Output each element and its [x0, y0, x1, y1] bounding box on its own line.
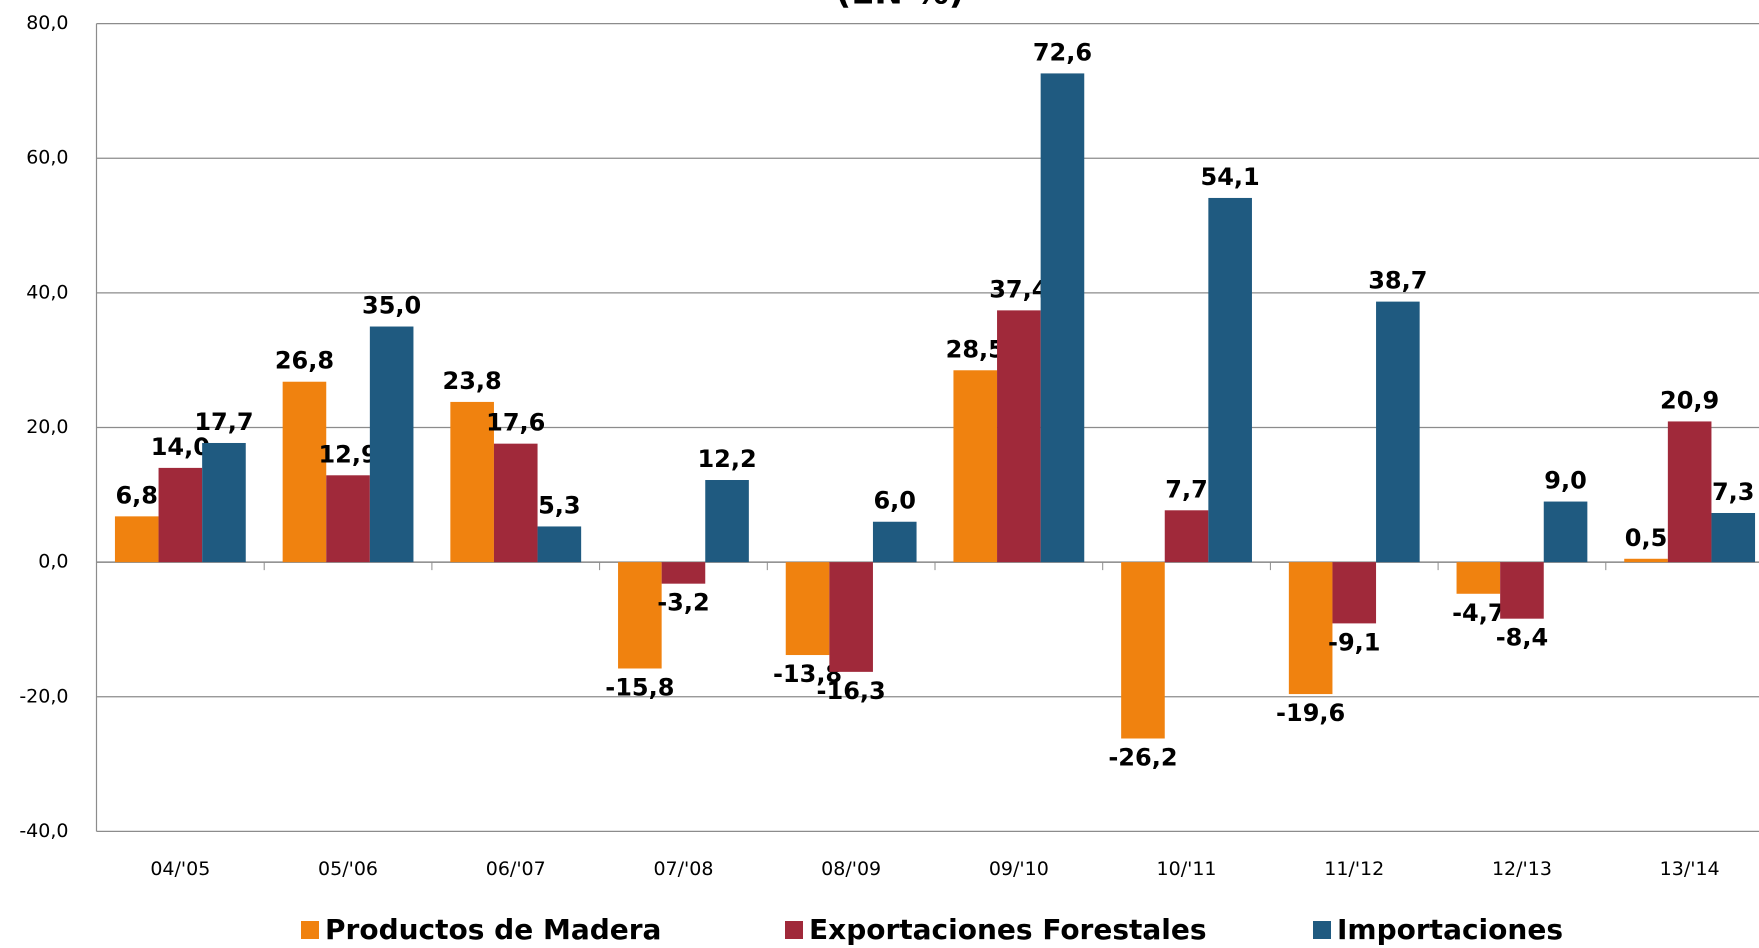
y-tick-label: -20,0 [19, 685, 68, 707]
x-tick-label: 07/'08 [653, 858, 713, 880]
y-tick-label: 40,0 [26, 281, 68, 303]
value-label: 38,7 [1368, 267, 1427, 295]
y-tick-label: 0,0 [38, 551, 68, 573]
x-tick-label: 10/'11 [1157, 858, 1217, 880]
value-label: -9,1 [1328, 628, 1380, 656]
bar [1543, 501, 1588, 563]
value-label: 20,9 [1660, 386, 1719, 414]
bar [661, 562, 706, 584]
legend-swatch [301, 921, 319, 939]
value-label: -26,2 [1108, 744, 1177, 772]
x-tick-label: 06/'07 [486, 858, 546, 880]
value-label: 7,7 [1165, 475, 1208, 503]
bar [202, 442, 246, 563]
bar [326, 475, 370, 563]
bar [953, 370, 998, 563]
bar [618, 562, 662, 669]
chart-title: (EN %) [836, 0, 965, 13]
bar [537, 526, 582, 563]
bar [114, 516, 159, 563]
y-tick-label: 20,0 [26, 416, 68, 438]
value-label: -8,4 [1496, 624, 1548, 652]
bar [1208, 197, 1252, 563]
bar [1121, 562, 1165, 739]
bar [1164, 510, 1209, 563]
value-label: -3,2 [657, 589, 709, 617]
bar [785, 562, 830, 656]
value-label: 12,9 [318, 440, 377, 468]
bar [829, 562, 873, 672]
legend-swatch [785, 921, 803, 939]
value-label: -19,6 [1276, 699, 1345, 727]
value-label: 5,3 [538, 491, 581, 519]
value-label: 35,0 [362, 292, 421, 320]
x-tick-label: 13/'14 [1660, 858, 1720, 880]
value-label: 23,8 [443, 367, 502, 395]
bar [493, 443, 538, 563]
bar [1500, 562, 1544, 619]
bar [997, 310, 1041, 563]
bar [1332, 562, 1377, 624]
bar [1376, 301, 1420, 563]
legend-label: Productos de Madera [325, 913, 661, 946]
legend-swatch [1313, 921, 1331, 939]
value-label: 7,3 [1712, 478, 1755, 506]
bar [282, 381, 327, 563]
bar [450, 401, 494, 563]
x-tick-label: 05/'06 [318, 858, 378, 880]
x-tick-label: 12/'13 [1492, 858, 1552, 880]
legend-label: Exportaciones Forestales [809, 913, 1207, 946]
bar [1040, 73, 1085, 563]
bar [705, 480, 749, 563]
value-label: 12,2 [697, 445, 756, 473]
value-label: 14,0 [151, 433, 210, 461]
value-label: 9,0 [1544, 467, 1587, 495]
x-tick-label: 08/'09 [821, 858, 881, 880]
value-label: -16,3 [817, 677, 886, 705]
value-label: 6,0 [873, 487, 916, 515]
value-label: 28,5 [946, 335, 1005, 363]
bar [1667, 421, 1712, 563]
legend-label: Importaciones [1337, 913, 1563, 946]
value-label: 6,8 [115, 481, 158, 509]
y-tick-label: 80,0 [26, 12, 68, 34]
bar [158, 467, 203, 563]
bar [1624, 558, 1668, 563]
bar [1456, 562, 1501, 594]
bar [872, 521, 917, 563]
x-tick-label: 11/'12 [1324, 858, 1384, 880]
value-label: 17,7 [194, 408, 253, 436]
y-tick-label: -40,0 [19, 820, 68, 842]
value-label: 54,1 [1201, 163, 1260, 191]
value-label: 72,6 [1033, 38, 1092, 66]
value-label: 37,4 [989, 275, 1048, 303]
bar [369, 326, 414, 563]
value-label: 0,5 [1625, 524, 1668, 552]
x-tick-label: 04/'05 [150, 858, 210, 880]
value-label: 17,6 [486, 409, 545, 437]
value-label: -4,7 [1452, 599, 1504, 627]
value-label: -15,8 [605, 673, 674, 701]
value-label: 26,8 [275, 347, 334, 375]
bar [1288, 562, 1333, 695]
x-tick-label: 09/'10 [989, 858, 1049, 880]
bar [1711, 512, 1756, 563]
y-tick-label: 60,0 [26, 147, 68, 169]
